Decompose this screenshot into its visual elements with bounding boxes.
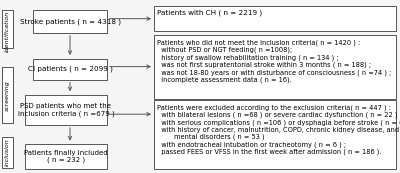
- Text: inclusion: inclusion: [5, 138, 10, 166]
- FancyBboxPatch shape: [154, 35, 396, 99]
- FancyBboxPatch shape: [25, 144, 107, 169]
- Text: Patients finally included
( n = 232 ): Patients finally included ( n = 232 ): [24, 150, 108, 163]
- FancyBboxPatch shape: [2, 67, 13, 123]
- FancyBboxPatch shape: [33, 10, 107, 33]
- FancyBboxPatch shape: [2, 137, 13, 168]
- Text: Patients who did not meet the inclusion criteria( n = 1420 ) :
  without PSD or : Patients who did not meet the inclusion …: [157, 39, 392, 83]
- FancyBboxPatch shape: [33, 59, 107, 80]
- Text: identification: identification: [5, 11, 10, 52]
- Text: Stroke patients ( n = 4318 ): Stroke patients ( n = 4318 ): [20, 18, 120, 25]
- FancyBboxPatch shape: [2, 10, 13, 48]
- Text: Patients with CH ( n = 2219 ): Patients with CH ( n = 2219 ): [157, 10, 262, 16]
- Text: CI patients ( n = 2099 ): CI patients ( n = 2099 ): [28, 66, 112, 72]
- FancyBboxPatch shape: [154, 6, 396, 31]
- Text: Patients were excluded according to the exclusion criteria( n = 447 ) :
  with b: Patients were excluded according to the …: [157, 104, 400, 155]
- FancyBboxPatch shape: [154, 100, 396, 169]
- Text: screening: screening: [5, 80, 10, 111]
- FancyBboxPatch shape: [25, 95, 107, 125]
- Text: PSD patients who met the
inclusion criteria ( n =679 ): PSD patients who met the inclusion crite…: [18, 103, 114, 117]
